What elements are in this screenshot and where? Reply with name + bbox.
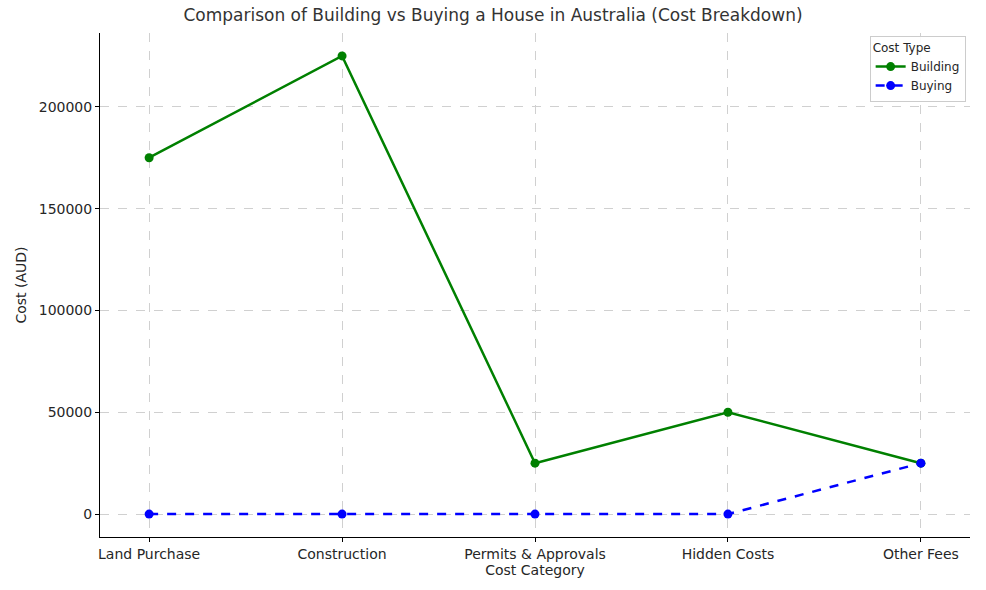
svg-text:Cost (AUD): Cost (AUD) (13, 246, 29, 323)
svg-text:200000: 200000 (39, 99, 92, 115)
svg-text:Comparison of Building vs Buyi: Comparison of Building vs Buying a House… (183, 5, 802, 25)
svg-text:0: 0 (83, 506, 92, 522)
svg-text:Other Fees: Other Fees (883, 546, 959, 562)
svg-text:Hidden Costs: Hidden Costs (682, 546, 775, 562)
svg-text:Land Purchase: Land Purchase (98, 546, 200, 562)
svg-text:50000: 50000 (48, 404, 93, 420)
svg-text:Cost Category: Cost Category (485, 562, 585, 578)
svg-text:Cost Type: Cost Type (873, 41, 931, 55)
svg-text:Construction: Construction (297, 546, 386, 562)
svg-text:Building: Building (911, 60, 960, 74)
svg-text:150000: 150000 (39, 201, 92, 217)
svg-text:100000: 100000 (39, 302, 92, 318)
svg-text:Permits & Approvals: Permits & Approvals (464, 546, 606, 562)
svg-text:Buying: Buying (911, 79, 953, 93)
